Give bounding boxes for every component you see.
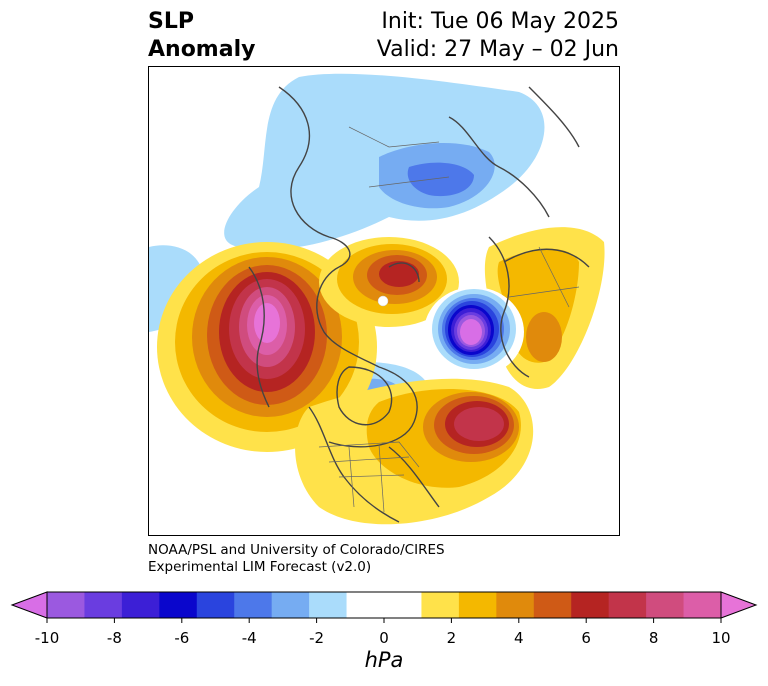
colorbar-segment — [421, 592, 460, 618]
map-title: SLP Anomaly — [148, 8, 255, 64]
north-pole-marker — [377, 295, 389, 307]
colorbar-segment — [196, 592, 235, 618]
forecast-dates: Init: Tue 06 May 2025 Valid: 27 May – 02… — [377, 8, 619, 64]
colorbar-segment — [683, 592, 722, 618]
colorbar-tick-label: 2 — [447, 629, 457, 647]
colorbar-segment — [234, 592, 273, 618]
europe-high-4 — [526, 312, 562, 362]
credit-text: NOAA/PSL and University of Colorado/CIRE… — [148, 542, 445, 576]
colorbar-tick-label: -10 — [35, 629, 60, 647]
colorbar-segments — [47, 592, 722, 618]
colorbar-segment — [47, 592, 85, 618]
borders — [318, 126, 580, 513]
colorbar-low-extend — [10, 591, 48, 619]
barents-low-10 — [460, 319, 482, 345]
colorbar-segment — [496, 592, 535, 618]
colorbar-segment — [84, 592, 123, 618]
colorbar-tick-label: 4 — [514, 629, 524, 647]
credit-line-2: Experimental LIM Forecast (v2.0) — [148, 559, 372, 575]
anomaly-map — [148, 66, 620, 536]
colorbar-tick-label: 0 — [379, 629, 389, 647]
colorbar-units: hPa — [364, 648, 404, 672]
valid-date: Valid: 27 May – 02 Jun — [376, 37, 619, 62]
colorbar-high-extend — [720, 591, 758, 619]
siberia-high-6 — [379, 261, 419, 287]
colorbar-segment — [271, 592, 310, 618]
credit-line-1: NOAA/PSL and University of Colorado/CIRE… — [148, 542, 445, 558]
colorbar-segment — [346, 592, 385, 618]
colorbar-tick-label: -8 — [107, 629, 122, 647]
colorbar-segment — [571, 592, 610, 618]
atlantic-high-7 — [454, 407, 504, 441]
init-date: Init: Tue 06 May 2025 — [381, 9, 619, 34]
colorbar-segment — [309, 592, 348, 618]
colorbar-tick-label: 8 — [649, 629, 659, 647]
colorbar-segment — [384, 592, 422, 618]
colorbar-segment — [646, 592, 685, 618]
pacific-high-10 — [254, 303, 280, 343]
colorbar-segment — [458, 592, 497, 618]
colorbar-segment — [159, 592, 198, 618]
colorbar: -10 -8 -6 -4 -2 0 2 4 6 8 10 — [10, 591, 758, 647]
colorbar-segment — [121, 592, 160, 618]
colorbar-tick-label: 10 — [711, 629, 730, 647]
title-line-1: SLP — [148, 9, 194, 34]
colorbar-tick-label: -6 — [174, 629, 189, 647]
colorbar-segment — [608, 592, 647, 618]
colorbar-tick-label: -2 — [309, 629, 324, 647]
colorbar-tick-label: -4 — [242, 629, 257, 647]
colorbar-segment — [533, 592, 572, 618]
colorbar-tick-label: 6 — [581, 629, 591, 647]
asia-negative-inner — [407, 162, 474, 197]
anomaly-map-svg — [149, 73, 605, 525]
colorbar-ticks: -10 -8 -6 -4 -2 0 2 4 6 8 10 — [35, 618, 731, 647]
title-line-2: Anomaly — [148, 37, 256, 62]
